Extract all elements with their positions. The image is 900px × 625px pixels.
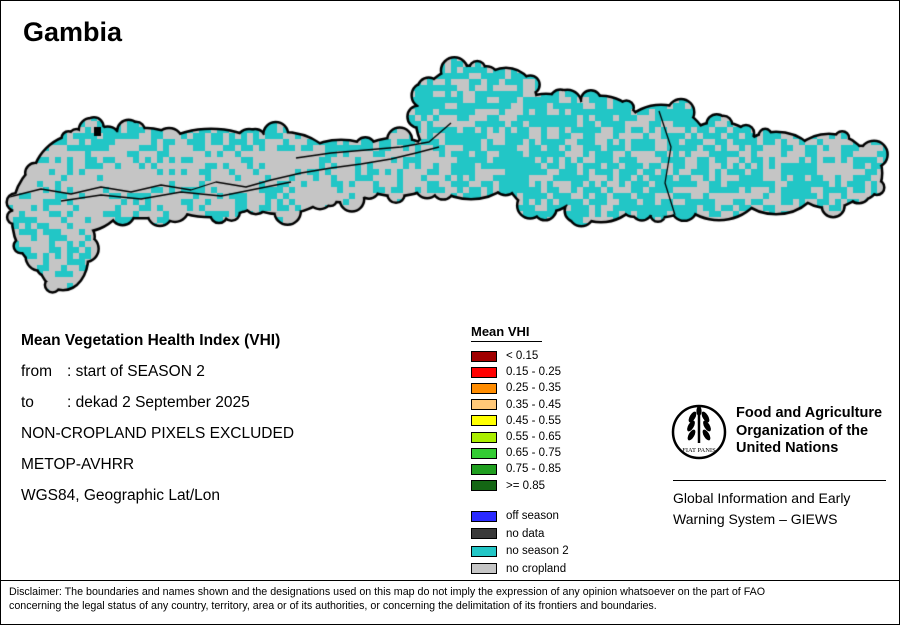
fao-org-line: United Nations xyxy=(736,440,839,456)
legend-classes: < 0.15 0.15 - 0.25 0.25 - 0.35 0.35 - 0.45 0… xyxy=(471,348,569,494)
legend-entry-label: no cropland xyxy=(506,562,567,575)
legend-entry-label: no season 2 xyxy=(506,545,569,558)
fao-divider-line xyxy=(673,480,886,481)
legend-title: Mean VHI xyxy=(471,324,542,342)
legend-color-swatch xyxy=(471,399,497,411)
fao-org-line: Food and Agriculture xyxy=(736,405,883,421)
legend-entry: < 0.15 xyxy=(471,348,569,364)
disclaimer-text: Disclaimer: The boundaries and names sho… xyxy=(9,585,897,613)
legend-color-swatch xyxy=(471,350,497,362)
legend-entry: 0.65 - 0.75 xyxy=(471,445,569,461)
to-label: to xyxy=(21,394,34,411)
fao-org-line: Organization of the xyxy=(736,422,869,439)
legend-entry-label: 0.15 - 0.25 xyxy=(506,366,561,379)
legend-entry: 0.25 - 0.35 xyxy=(471,380,569,396)
page-title: Gambia xyxy=(23,17,123,47)
legend-color-swatch xyxy=(471,480,497,492)
legend-color-swatch xyxy=(471,382,497,394)
vhi-legend: Mean VHI < 0.15 0.15 - 0.25 0.25 - 0.35 0.3… xyxy=(471,324,569,577)
legend-entry-label: >= 0.85 xyxy=(506,479,546,492)
legend-entry: no cropland xyxy=(471,560,569,577)
legend-entry: 0.15 - 0.25 xyxy=(471,364,569,380)
giews-line: Warning System – GIEWS xyxy=(673,510,838,527)
fao-logo-icon: FIAT PANIS xyxy=(671,404,727,460)
legend-entry-label: < 0.15 xyxy=(506,350,539,363)
fao-branding: FIAT PANIS Food and Agriculture Organiza… xyxy=(671,401,882,465)
giews-caption: Global Information and Early Warning Sys… xyxy=(673,488,850,529)
legend-entry: 0.55 - 0.65 xyxy=(471,429,569,445)
legend-entry-label: 0.55 - 0.65 xyxy=(506,431,561,444)
fao-motto: FIAT PANIS xyxy=(682,447,716,454)
legend-entry-label: 0.45 - 0.55 xyxy=(506,414,561,427)
to-value: : dekad 2 September 2025 xyxy=(67,394,250,411)
legend-extras: off season no data no season 2 no cropland xyxy=(471,508,569,578)
legend-color-swatch xyxy=(471,545,497,557)
legend-entry: no data xyxy=(471,525,569,542)
metadata-heading: Mean Vegetation Health Index (VHI) xyxy=(21,332,281,349)
disclaimer-line: Disclaimer: The boundaries and names sho… xyxy=(9,586,766,598)
metadata-sensor: METOP-AVHRR xyxy=(21,456,135,473)
fao-org-name: Food and Agriculture Organization of the… xyxy=(736,401,882,465)
legend-entry-label: no data xyxy=(506,527,545,540)
legend-color-swatch xyxy=(471,366,497,378)
disclaimer-line: concerning the legal status of any count… xyxy=(9,600,657,612)
legend-color-swatch xyxy=(471,447,497,459)
map-metadata: Mean Vegetation Health Index (VHI) from:… xyxy=(21,325,294,511)
legend-entry-label: 0.35 - 0.45 xyxy=(506,398,561,411)
legend-entry-label: 0.25 - 0.35 xyxy=(506,382,561,395)
legend-entry: 0.45 - 0.55 xyxy=(471,413,569,429)
legend-entry: no season 2 xyxy=(471,542,569,559)
legend-entry: >= 0.85 xyxy=(471,478,569,494)
metadata-from: from : start of SEASON 2 xyxy=(21,356,294,387)
legend-entry-label: 0.65 - 0.75 xyxy=(506,447,561,460)
legend-color-swatch xyxy=(471,463,497,475)
legend-entry: 0.35 - 0.45 xyxy=(471,397,569,413)
giews-line: Global Information and Early xyxy=(673,490,851,506)
gambia-vhi-map xyxy=(1,1,899,321)
metadata-to: to : dekad 2 September 2025 xyxy=(21,387,294,418)
metadata-noncropland-note: NON-CROPLAND PIXELS EXCLUDED xyxy=(21,425,295,442)
legend-color-swatch xyxy=(471,563,497,575)
footer-divider-line xyxy=(1,580,899,581)
from-label: from xyxy=(21,363,52,380)
from-value: : start of SEASON 2 xyxy=(67,363,205,380)
legend-color-swatch xyxy=(471,415,497,427)
legend-entry: 0.75 - 0.85 xyxy=(471,461,569,477)
legend-color-swatch xyxy=(471,528,497,540)
legend-entry-label: 0.75 - 0.85 xyxy=(506,463,561,476)
metadata-projection: WGS84, Geographic Lat/Lon xyxy=(21,487,221,504)
legend-color-swatch xyxy=(471,431,497,443)
legend-color-swatch xyxy=(471,510,497,522)
legend-entry-label: off season xyxy=(506,510,559,523)
legend-entry: off season xyxy=(471,508,569,525)
